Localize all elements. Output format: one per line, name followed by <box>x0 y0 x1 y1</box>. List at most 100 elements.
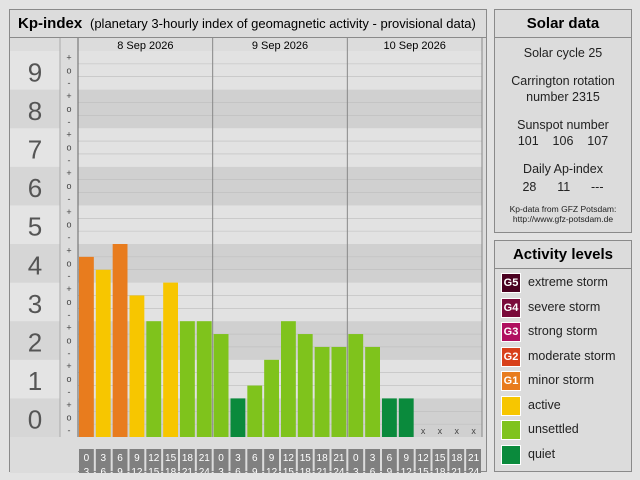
y-tick-label: 4 <box>28 250 42 280</box>
missing-marker: x <box>421 426 426 436</box>
minor-tick-label: - <box>68 117 71 127</box>
interval-end-label: 6 <box>370 467 376 473</box>
sunspot-label: Sunspot number <box>517 118 609 132</box>
kp-bar <box>163 282 178 437</box>
interval-start-label: 21 <box>333 453 345 464</box>
minor-tick-label: o <box>66 258 71 268</box>
interval-end-label: 9 <box>117 467 123 473</box>
kp-bar <box>365 346 380 437</box>
minor-tick-label: - <box>68 194 71 204</box>
plot-band <box>78 321 482 360</box>
kp-bar <box>146 321 162 437</box>
missing-marker: x <box>471 426 476 436</box>
interval-cell <box>213 449 229 473</box>
kp-bar <box>382 398 397 437</box>
interval-cell <box>297 449 313 473</box>
y-band <box>10 166 60 206</box>
y-tick-label: 8 <box>28 96 42 126</box>
chart-subtitle: (planetary 3-hourly index of geomagnetic… <box>90 16 476 31</box>
interval-end-label: 18 <box>434 467 446 473</box>
day-label: 10 Sep 2026 <box>383 40 445 52</box>
kp-bar <box>95 269 111 437</box>
level-swatch: G4 <box>501 297 521 318</box>
kp-bar <box>112 244 128 437</box>
carrington-line1: Carrington rotation <box>511 74 615 88</box>
interval-cell <box>112 449 128 473</box>
minor-tick-label: - <box>68 310 71 320</box>
minor-tick-label: + <box>66 130 71 140</box>
y-tick-label: 3 <box>28 289 42 319</box>
interval-end-label: 12 <box>401 467 413 473</box>
level-label: extreme storm <box>528 275 608 289</box>
plot-band <box>78 398 482 437</box>
interval-start-label: 3 <box>370 453 376 464</box>
interval-cell <box>432 449 448 473</box>
minor-tick-label: - <box>68 348 71 358</box>
interval-end-label: 21 <box>317 467 329 473</box>
interval-start-label: 18 <box>451 453 463 464</box>
level-swatch: G2 <box>501 346 521 367</box>
interval-end-label: 18 <box>300 467 312 473</box>
y-tick-label: 9 <box>28 57 42 87</box>
kp-bar <box>348 334 364 437</box>
minor-tick-label: + <box>66 207 71 217</box>
minor-tick-label: - <box>68 78 71 88</box>
interval-start-label: 3 <box>235 453 241 464</box>
interval-start-label: 6 <box>252 453 258 464</box>
interval-end-label: 3 <box>84 467 90 473</box>
y-band <box>10 89 60 129</box>
level-label: severe storm <box>528 299 601 314</box>
interval-start-label: 6 <box>117 453 123 464</box>
minor-tick-label: o <box>66 181 71 191</box>
minor-tick-label: + <box>66 52 71 62</box>
kp-bar <box>213 334 229 437</box>
y-band <box>10 282 60 322</box>
carrington-line2: number 2315 <box>526 90 600 104</box>
interval-cell <box>95 449 111 473</box>
interval-cell <box>163 449 178 473</box>
interval-start-label: 15 <box>300 453 312 464</box>
minor-tick-label: o <box>66 413 71 423</box>
interval-cell <box>264 449 279 473</box>
interval-cell <box>415 449 431 473</box>
y-band <box>10 244 60 283</box>
solar-cycle: Solar cycle 25 <box>523 46 603 60</box>
y-band <box>10 205 60 244</box>
plot-band <box>78 166 482 206</box>
y-tick-label: 0 <box>28 405 42 435</box>
minor-tick-label: - <box>68 233 71 243</box>
kp-bar <box>180 321 195 437</box>
interval-cell <box>281 449 296 473</box>
interval-end-label: 15 <box>148 467 160 473</box>
y-tick-label: 1 <box>28 366 42 396</box>
kp-bar <box>314 346 330 437</box>
y-band <box>10 321 60 360</box>
level-swatch: G5 <box>501 273 521 293</box>
solar-data-panel: Solar data Solar cycle 25 Carrington rot… <box>494 9 632 233</box>
interval-end-label: 3 <box>218 467 224 473</box>
interval-cell <box>449 449 465 473</box>
interval-end-label: 24 <box>333 467 345 473</box>
plot-band <box>78 128 482 167</box>
minor-tick-label: + <box>66 284 71 294</box>
day-label: 8 Sep 2026 <box>117 40 173 52</box>
plot-band <box>78 205 482 244</box>
interval-end-label: 12 <box>266 467 278 473</box>
y-tick-label: 5 <box>28 212 42 242</box>
interval-end-label: 24 <box>199 467 211 473</box>
plot-band <box>78 51 482 90</box>
source-line1: Kp-data from GFZ Potsdam: <box>509 204 617 214</box>
interval-cell <box>230 449 246 473</box>
level-label: active <box>528 397 561 412</box>
interval-start-label: 9 <box>269 453 275 464</box>
interval-start-label: 6 <box>387 453 393 464</box>
interval-end-label: 21 <box>451 467 463 473</box>
activity-levels-title: Activity levels <box>495 241 631 269</box>
minor-tick-label: + <box>66 91 71 101</box>
interval-cell <box>331 449 347 473</box>
interval-start-label: 3 <box>100 453 106 464</box>
solar-data-title: Solar data <box>495 10 631 38</box>
y-band <box>10 51 60 90</box>
source-link[interactable]: http://www.gfz-potsdam.de <box>512 214 614 224</box>
level-label: quiet <box>528 446 556 461</box>
